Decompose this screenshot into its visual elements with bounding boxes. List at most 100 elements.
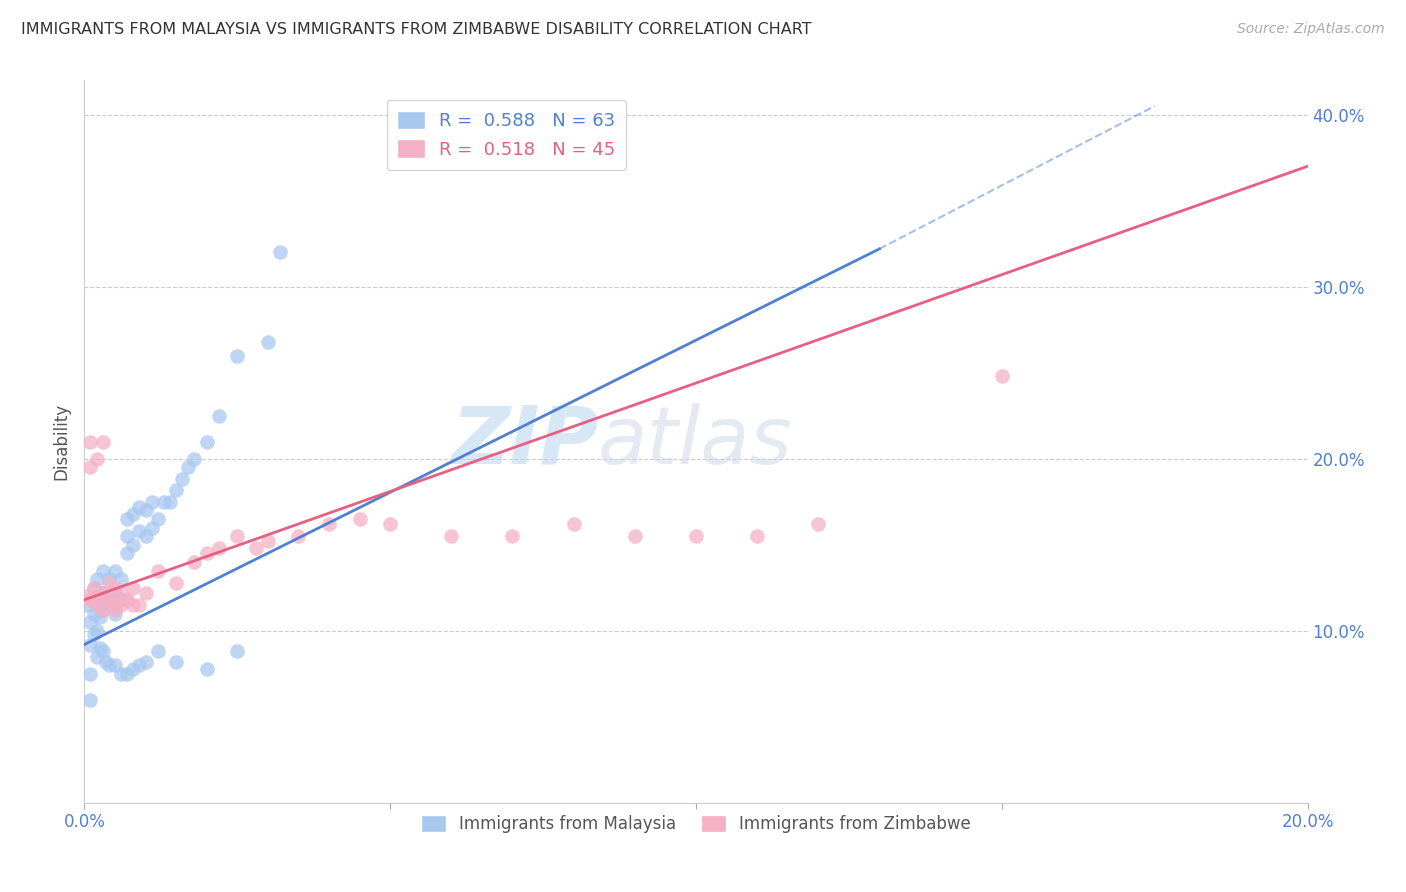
Point	[146, 564, 169, 578]
Point	[91, 564, 114, 578]
Point	[79, 434, 101, 449]
Point	[141, 494, 163, 508]
Point	[226, 644, 249, 658]
Point	[195, 434, 218, 449]
Point	[183, 451, 205, 466]
Point	[115, 592, 138, 607]
Point	[79, 460, 101, 475]
Point	[165, 483, 187, 497]
Point	[86, 572, 108, 586]
Point	[91, 434, 114, 449]
Point	[91, 603, 114, 617]
Point	[195, 546, 218, 560]
Point	[110, 572, 132, 586]
Point	[86, 649, 108, 664]
Point	[86, 598, 108, 612]
Point	[86, 624, 108, 638]
Point	[104, 603, 127, 617]
Point	[115, 512, 138, 526]
Point	[110, 598, 132, 612]
Point	[104, 658, 127, 673]
Point	[97, 592, 120, 607]
Point	[135, 586, 157, 600]
Point	[91, 603, 114, 617]
Point	[146, 512, 169, 526]
Point	[86, 598, 108, 612]
Point	[91, 586, 114, 600]
Point	[91, 586, 114, 600]
Point	[183, 555, 205, 569]
Point	[86, 590, 108, 604]
Point	[135, 503, 157, 517]
Point	[146, 644, 169, 658]
Point	[83, 607, 105, 621]
Point	[257, 334, 280, 349]
Point	[91, 644, 114, 658]
Point	[287, 529, 309, 543]
Point	[97, 598, 120, 612]
Point	[177, 460, 200, 475]
Point	[135, 529, 157, 543]
Point	[122, 581, 145, 595]
Point	[83, 581, 105, 595]
Point	[128, 598, 150, 612]
Point	[79, 692, 101, 706]
Point	[318, 517, 340, 532]
Point	[83, 581, 105, 595]
Point	[685, 529, 707, 543]
Text: Source: ZipAtlas.com: Source: ZipAtlas.com	[1237, 22, 1385, 37]
Point	[159, 494, 181, 508]
Point	[79, 638, 101, 652]
Point	[104, 564, 127, 578]
Point	[135, 655, 157, 669]
Point	[440, 529, 463, 543]
Point	[165, 575, 187, 590]
Point	[502, 529, 524, 543]
Point	[104, 607, 127, 621]
Point	[245, 541, 267, 556]
Point	[76, 590, 98, 604]
Point	[97, 572, 120, 586]
Text: atlas: atlas	[598, 402, 793, 481]
Point	[94, 655, 117, 669]
Point	[89, 610, 111, 624]
Text: IMMIGRANTS FROM MALAYSIA VS IMMIGRANTS FROM ZIMBABWE DISABILITY CORRELATION CHAR: IMMIGRANTS FROM MALAYSIA VS IMMIGRANTS F…	[21, 22, 811, 37]
Point	[624, 529, 647, 543]
Point	[97, 658, 120, 673]
Point	[226, 349, 249, 363]
Point	[380, 517, 402, 532]
Point	[122, 662, 145, 676]
Point	[122, 538, 145, 552]
Point	[79, 615, 101, 630]
Point	[195, 662, 218, 676]
Point	[991, 369, 1014, 384]
Text: ZIP: ZIP	[451, 402, 598, 481]
Point	[110, 592, 132, 607]
Point	[269, 245, 291, 260]
Point	[747, 529, 769, 543]
Point	[122, 507, 145, 521]
Point	[86, 451, 108, 466]
Point	[128, 500, 150, 514]
Point	[141, 520, 163, 534]
Point	[208, 541, 231, 556]
Legend: Immigrants from Malaysia, Immigrants from Zimbabwe: Immigrants from Malaysia, Immigrants fro…	[412, 806, 980, 841]
Point	[122, 598, 145, 612]
Point	[101, 592, 124, 607]
Point	[97, 575, 120, 590]
Point	[79, 592, 101, 607]
Point	[79, 666, 101, 681]
Point	[115, 546, 138, 560]
Point	[226, 529, 249, 543]
Point	[349, 512, 371, 526]
Point	[94, 590, 117, 604]
Point	[115, 592, 138, 607]
Point	[110, 586, 132, 600]
Point	[172, 472, 194, 486]
Point	[807, 517, 830, 532]
Point	[165, 655, 187, 669]
Point	[89, 592, 111, 607]
Point	[104, 581, 127, 595]
Point	[153, 494, 176, 508]
Point	[562, 517, 585, 532]
